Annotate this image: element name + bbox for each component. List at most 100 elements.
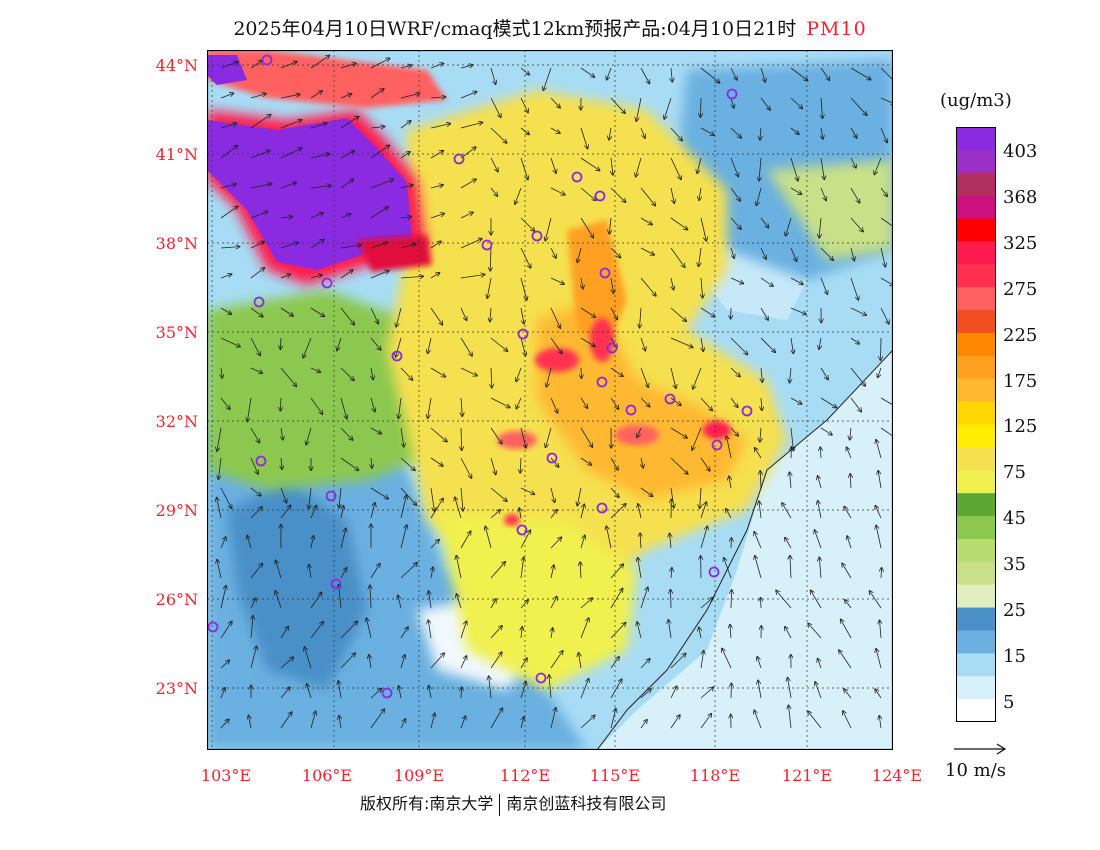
wind-arrow [340, 427, 353, 440]
wind-arrow [850, 127, 857, 138]
wind-arrow [220, 123, 237, 129]
legend-label-35: 35 [1003, 554, 1026, 575]
wind-arrow [370, 397, 375, 412]
wind-arrow [310, 55, 329, 69]
wind-arrow [520, 337, 526, 356]
wind-arrow [610, 657, 619, 669]
wind-arrow [815, 682, 822, 699]
wind-arrow [606, 526, 612, 549]
wind-arrow [247, 536, 252, 549]
wind-arrow [340, 653, 355, 669]
deep-blue-patches [227, 480, 367, 690]
wind-arrow [699, 247, 702, 266]
wind-arrow [790, 367, 792, 383]
wind-arrow [516, 367, 522, 381]
wind-arrow [549, 675, 551, 699]
wind-arrow [759, 501, 761, 519]
wind-arrow [399, 686, 401, 699]
lon-label-124e: 124°E [871, 766, 923, 785]
wind-arrow [550, 708, 556, 729]
wind-arrow [580, 535, 585, 549]
wind-arrow [692, 427, 702, 450]
wind-arrow [730, 157, 738, 177]
wind-arrow [490, 397, 510, 408]
wind-arrow [671, 590, 672, 609]
city-marker [391, 350, 403, 362]
wind-arrow [820, 67, 830, 80]
wind-arrow [610, 487, 619, 497]
wind-arrow [671, 277, 674, 290]
city-marker [708, 566, 720, 578]
legend-swatch [956, 516, 996, 540]
map-frame [207, 50, 893, 750]
wind-arrow [461, 687, 462, 699]
copyright-notice: 版权所有:南京大学 南京创蓝科技有限公司 [360, 790, 666, 816]
wind-arrow [757, 657, 762, 669]
wind-arrow [280, 505, 291, 519]
wind-arrow [671, 67, 672, 82]
legend-label-325: 325 [1003, 233, 1038, 254]
wind-arrow [490, 187, 497, 196]
wind-arrow [306, 427, 312, 445]
wind-arrow [880, 277, 893, 286]
legend-swatch [956, 241, 996, 265]
wind-arrow [490, 599, 496, 609]
wind-arrow [700, 502, 706, 519]
wind-arrow [610, 367, 623, 376]
hotspot-4 [703, 421, 731, 439]
wind-arrow [550, 97, 560, 108]
wind-arrow [640, 217, 652, 225]
wind-arrow [776, 590, 792, 609]
wind-arrow [280, 62, 297, 69]
wind-arrow [730, 127, 741, 138]
wind-arrow [398, 397, 402, 418]
wind-arrow [611, 157, 613, 175]
wind-arrow [310, 213, 323, 219]
wind-arrow [367, 618, 372, 639]
wind-arrow [850, 397, 861, 412]
city-marker [594, 190, 606, 202]
city-marker [741, 405, 753, 417]
wind-arrow [460, 122, 483, 129]
wind-arrow [638, 504, 642, 519]
wind-arrow [310, 592, 322, 609]
wind-arrow [250, 487, 261, 496]
wind-arrow [520, 557, 524, 579]
wind-arrow [250, 115, 271, 129]
wind-arrow [431, 567, 433, 579]
city-marker [261, 54, 273, 66]
wind-arrow [785, 627, 792, 639]
wind-arrow [280, 120, 302, 129]
legend-swatch [956, 699, 996, 722]
wind-arrow [520, 658, 527, 669]
wind-arrow [550, 651, 563, 669]
city-marker [253, 296, 265, 308]
wind-arrow [760, 277, 773, 286]
wind-arrow [281, 427, 283, 440]
lat-label-44n: 44°N [155, 56, 198, 75]
wind-arrow [609, 217, 611, 234]
wind-arrow [370, 427, 381, 434]
wind-arrow [250, 307, 263, 317]
wind-arrow [250, 337, 260, 356]
wind-arrow [307, 684, 312, 699]
wind-arrow [550, 127, 560, 133]
wind-arrow [760, 67, 765, 82]
wind-arrow [310, 91, 322, 99]
wind-arrow [670, 715, 680, 729]
wind-arrow [521, 717, 524, 729]
wind-arrow [310, 154, 330, 159]
wind-arrow [456, 594, 462, 609]
wind-arrow [400, 627, 408, 639]
wind-arrow [550, 537, 561, 549]
copyright-company: 南京创蓝科技有限公司 [506, 794, 667, 813]
wind-arrow [580, 187, 596, 200]
wind-arrow [607, 67, 612, 80]
city-marker [517, 328, 529, 340]
wind-arrow [580, 157, 600, 171]
pm10-forecast-map[interactable] [207, 50, 893, 750]
wind-arrow [461, 427, 462, 450]
wind-arrow [396, 307, 402, 327]
wind-arrow [430, 63, 444, 69]
color-legend [956, 127, 996, 722]
